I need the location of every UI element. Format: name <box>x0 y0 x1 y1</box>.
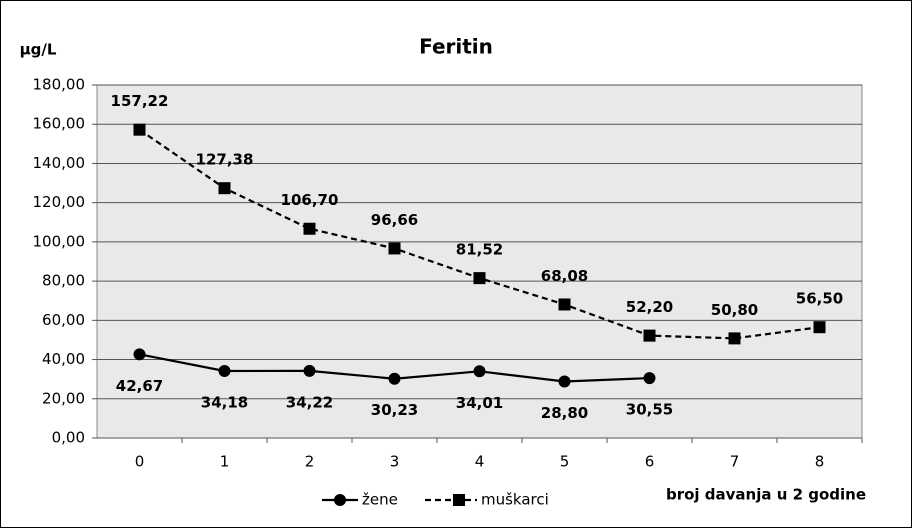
y-tick-label: 20,00 <box>42 389 85 407</box>
chart-title: Feritin <box>419 35 493 59</box>
legend-label: žene <box>362 491 398 509</box>
marker <box>453 494 465 506</box>
y-tick-label: 180,00 <box>33 76 86 94</box>
x-tick-label: 0 <box>135 453 145 471</box>
x-tick-label: 5 <box>560 453 570 471</box>
data-label: 30,23 <box>371 401 418 419</box>
marker <box>643 372 656 385</box>
x-tick-label: 6 <box>645 453 655 471</box>
data-label: 28,80 <box>541 404 588 422</box>
marker <box>643 329 656 342</box>
marker <box>388 242 401 255</box>
data-label: 50,80 <box>711 301 758 319</box>
x-tick-label: 2 <box>305 453 315 471</box>
data-label: 52,20 <box>626 298 673 316</box>
marker <box>388 372 401 385</box>
marker <box>558 375 571 388</box>
y-tick-label: 120,00 <box>33 193 86 211</box>
data-label: 106,70 <box>281 191 339 209</box>
x-axis-label: broj davanja u 2 godine <box>666 486 866 504</box>
marker <box>133 123 146 136</box>
marker <box>558 298 571 311</box>
x-tick-label: 4 <box>475 453 485 471</box>
data-label: 34,22 <box>286 393 333 411</box>
marker <box>813 321 826 334</box>
marker <box>473 365 486 378</box>
data-label: 68,08 <box>541 267 588 285</box>
marker <box>133 348 146 361</box>
y-tick-label: 40,00 <box>42 350 85 368</box>
x-tick-label: 3 <box>390 453 400 471</box>
data-label: 81,52 <box>456 241 503 259</box>
marker <box>303 222 316 235</box>
plot-area <box>96 84 863 439</box>
data-label: 34,18 <box>201 393 248 411</box>
marker <box>218 364 231 377</box>
marker <box>218 182 231 195</box>
data-label: 30,55 <box>626 401 673 419</box>
data-label: 56,50 <box>796 290 843 308</box>
data-label: 42,67 <box>116 377 163 395</box>
y-axis-label: μg/L <box>20 41 57 59</box>
y-tick-label: 160,00 <box>33 115 86 133</box>
data-label: 96,66 <box>371 211 418 229</box>
y-tick-label: 60,00 <box>42 311 85 329</box>
y-tick-label: 0,00 <box>52 429 85 447</box>
y-tick-label: 140,00 <box>33 154 86 172</box>
y-tick-label: 100,00 <box>33 232 86 250</box>
data-label: 34,01 <box>456 394 503 412</box>
data-label: 157,22 <box>111 92 169 110</box>
legend-label: muškarci <box>481 491 549 509</box>
y-tick-label: 80,00 <box>42 272 85 290</box>
x-tick-label: 7 <box>730 453 740 471</box>
marker <box>334 494 346 506</box>
marker <box>728 332 741 345</box>
x-tick-label: 8 <box>815 453 825 471</box>
marker <box>473 272 486 285</box>
marker <box>303 364 316 377</box>
x-tick-label: 1 <box>220 453 230 471</box>
data-label: 127,38 <box>196 151 254 169</box>
